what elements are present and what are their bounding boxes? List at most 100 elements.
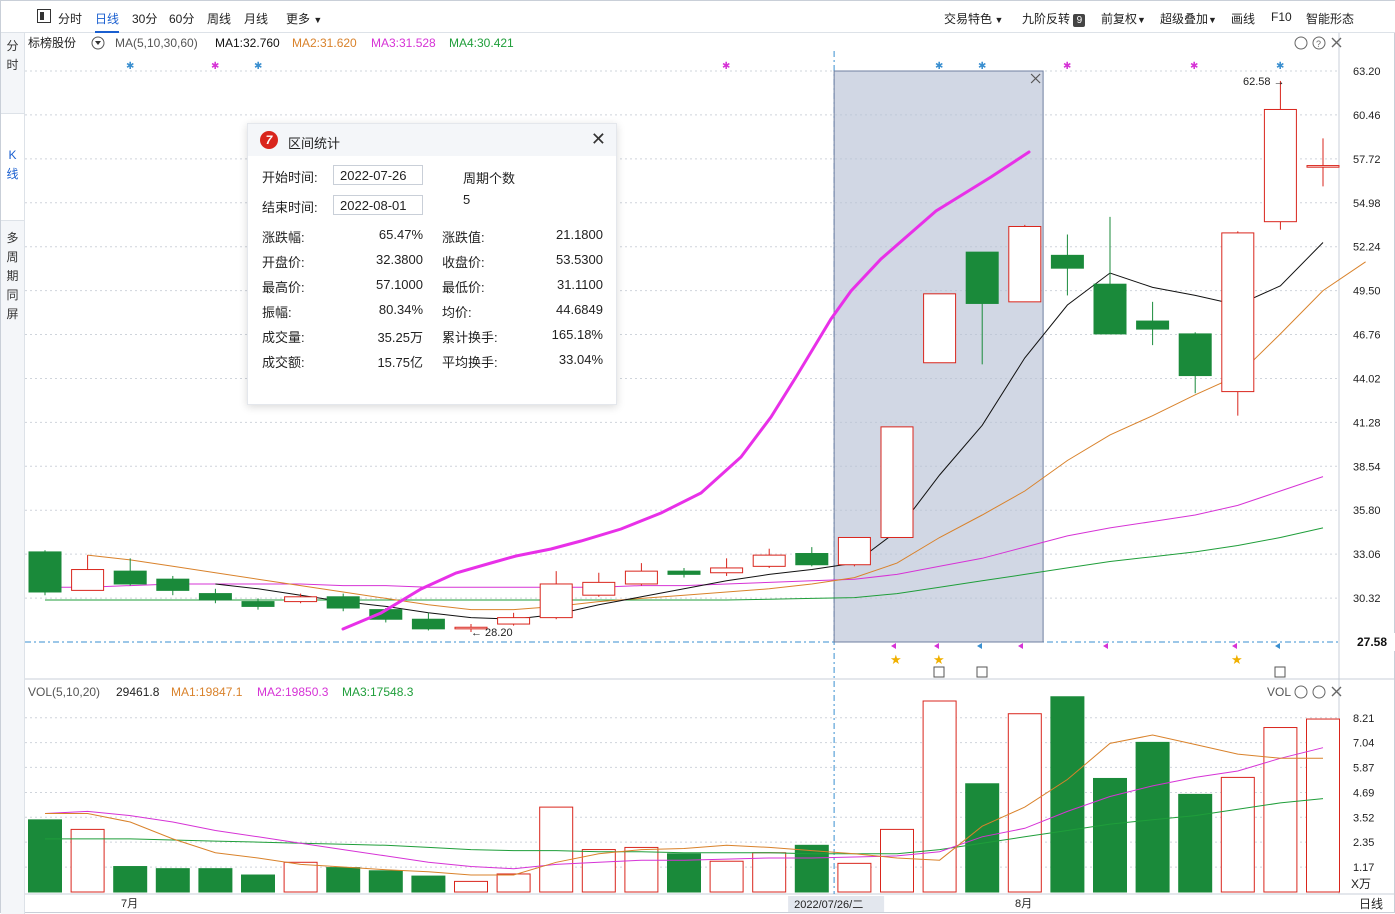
- tab-weekly[interactable]: 周线: [207, 12, 232, 26]
- candle-body: [582, 581, 616, 596]
- tab-monthly[interactable]: 月线: [244, 12, 269, 26]
- close-icon[interactable]: [1331, 37, 1342, 48]
- candle-body: [880, 426, 914, 538]
- sidebar-multi-period[interactable]: 多周期同屏: [1, 229, 24, 329]
- vol-ma3-line: [45, 798, 1324, 855]
- high-price-label: 62.58 →: [1243, 76, 1285, 88]
- signal-star-icon: ✱: [1190, 61, 1198, 72]
- chevron-down-icon: ▼: [1137, 15, 1146, 25]
- start-date-field[interactable]: 2022-07-26: [333, 165, 423, 185]
- ma3-value: MA3:31.528: [371, 36, 436, 50]
- menu-smart-pattern[interactable]: 智能形态: [1306, 12, 1355, 26]
- cursor-date-label: 2022/07/26/二: [794, 899, 863, 911]
- sidebar-kline[interactable]: K线: [1, 113, 24, 221]
- ma1-value: MA1:32.760: [215, 36, 280, 50]
- candle-body: [667, 570, 701, 575]
- menu-trade-features[interactable]: 交易特色 ▼: [944, 10, 1003, 27]
- vol-ma3-value: MA3:17548.3: [342, 685, 414, 699]
- volume-bar: [794, 844, 829, 893]
- ma-params: MA(5,10,30,60): [115, 36, 198, 50]
- x-label-aug: 8月: [1015, 898, 1032, 910]
- tab-more[interactable]: 更多 ▼: [286, 10, 322, 27]
- chevron-down-icon: ▼: [1208, 15, 1217, 25]
- end-label: 结束时间:: [262, 200, 318, 215]
- vol-tick-label: 2.35: [1353, 837, 1374, 849]
- sidebar-fenshi-label: 分时: [6, 39, 19, 72]
- stat-value: 32.3800: [376, 252, 423, 267]
- candle-body: [1136, 320, 1170, 330]
- stat-label: 收盘价:: [442, 255, 485, 270]
- stat-label: 累计换手:: [442, 330, 498, 345]
- ma-lines: [45, 242, 1366, 620]
- end-date-field[interactable]: 2022-08-01: [333, 195, 423, 215]
- menu-forward-adjust[interactable]: 前复权▼: [1101, 10, 1146, 27]
- panel-toggle-icon[interactable]: [37, 9, 51, 23]
- candle-body: [624, 570, 658, 585]
- stats-header: [248, 124, 616, 156]
- period-label: 日线: [1359, 897, 1383, 911]
- volume-ma-lines: [44, 734, 1324, 876]
- menu-draw-line[interactable]: 画线: [1231, 12, 1256, 26]
- stat-label: 最高价:: [262, 280, 305, 295]
- volume-bar: [709, 860, 744, 893]
- candle-body: [156, 578, 190, 591]
- candle-body: [1263, 108, 1297, 223]
- signal-star-icon: ✱: [978, 61, 986, 72]
- vol-params: VOL(5,10,20): [28, 685, 100, 699]
- vol-value: 29461.8: [116, 685, 160, 699]
- price-tick-label: 35.80: [1353, 505, 1381, 517]
- vol-ma1-line: [45, 734, 1323, 876]
- price-tick-label: 44.02: [1353, 373, 1381, 385]
- stat-value: 57.1000: [376, 277, 423, 292]
- signal-star-icon: ✱: [126, 61, 134, 72]
- menu-super-overlay[interactable]: 超级叠加▼: [1160, 10, 1217, 27]
- close-icon[interactable]: ✕: [590, 129, 606, 149]
- settings-icon[interactable]: [1294, 685, 1308, 699]
- tab-fenshi[interactable]: 分时: [58, 12, 83, 26]
- chevron-down-icon: [95, 41, 101, 45]
- left-sidebar: 分时 K线 多周期同屏: [1, 33, 25, 914]
- vol-tick-label: 4.69: [1353, 787, 1374, 799]
- help-icon[interactable]: [1312, 36, 1326, 50]
- candle-body: [539, 583, 573, 619]
- candle-body: [28, 551, 62, 593]
- volume-bar: [752, 852, 787, 893]
- volume-bar: [1220, 776, 1255, 893]
- price-tick-label: 41.28: [1353, 417, 1381, 429]
- sidebar-fenshi[interactable]: 分时: [1, 37, 24, 77]
- stat-label: 成交量:: [262, 330, 305, 345]
- volume-bar: [326, 867, 361, 893]
- tab-30min[interactable]: 30分: [132, 12, 158, 26]
- signal-arrow-icon: [1232, 643, 1237, 649]
- dropdown-circle-icon[interactable]: [91, 36, 105, 50]
- volume-bar: [922, 700, 957, 893]
- volume-bar: [624, 846, 659, 893]
- price-tick-label: 30.32: [1353, 593, 1381, 605]
- candle-body: [965, 251, 999, 304]
- volume-bar: [539, 806, 574, 893]
- close-icon[interactable]: [1331, 686, 1342, 697]
- ma3-line: [45, 476, 1324, 588]
- vol-indicator-label: VOL: [1267, 685, 1291, 699]
- settings-icon[interactable]: [1294, 36, 1308, 50]
- candle-body: [710, 567, 744, 574]
- volume-bar: [28, 819, 62, 893]
- tab-60min[interactable]: 60分: [169, 12, 195, 26]
- price-tick-label: 60.46: [1353, 110, 1381, 122]
- menu-f10[interactable]: F10: [1271, 10, 1292, 24]
- candle-body: [1093, 283, 1127, 335]
- menu-nine-reversal-label: 九阶反转: [1022, 12, 1071, 26]
- menu-nine-reversal[interactable]: 九阶反转 9: [1022, 10, 1086, 27]
- signal-arrow-icon: [891, 643, 896, 649]
- vol-unit-label: X万: [1351, 877, 1371, 891]
- volume-bar: [880, 828, 914, 893]
- help-icon[interactable]: [1312, 685, 1326, 699]
- tab-daily[interactable]: 日线: [95, 12, 120, 33]
- price-tick-label: 46.76: [1353, 330, 1381, 342]
- volume-bar: [1007, 713, 1042, 893]
- candle-body: [752, 554, 786, 567]
- volume-bars: [28, 696, 1340, 893]
- vol-tick-label: 1.17: [1353, 862, 1374, 874]
- stat-value: 80.34%: [378, 302, 423, 317]
